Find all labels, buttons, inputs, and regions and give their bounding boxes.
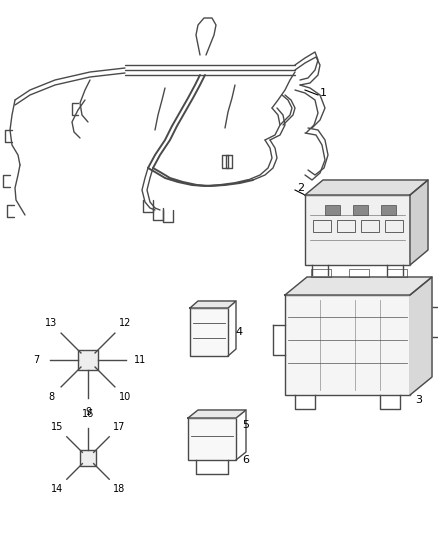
Bar (313, 220, 331, 232)
Text: 15: 15 (51, 422, 63, 432)
Polygon shape (410, 180, 428, 265)
Text: 14: 14 (51, 484, 63, 494)
Bar (188, 418, 236, 460)
Bar (361, 220, 379, 232)
Text: 9: 9 (85, 407, 91, 417)
Text: 8: 8 (48, 392, 54, 402)
Text: 18: 18 (113, 484, 125, 494)
Text: 13: 13 (45, 318, 57, 328)
Bar (78, 350, 98, 370)
Bar (325, 205, 340, 215)
Bar (381, 205, 396, 215)
Polygon shape (285, 277, 432, 295)
Bar (337, 220, 355, 232)
Bar (387, 269, 407, 277)
Polygon shape (190, 301, 236, 308)
Polygon shape (410, 277, 432, 395)
Polygon shape (305, 180, 428, 195)
Bar (305, 195, 410, 265)
Bar (80, 450, 96, 466)
Text: 1: 1 (320, 88, 327, 98)
Bar (285, 295, 410, 395)
Text: 6: 6 (242, 455, 249, 465)
Text: 3: 3 (415, 395, 422, 405)
Text: 11: 11 (134, 355, 146, 365)
Bar (311, 269, 331, 277)
Bar (349, 269, 369, 277)
Text: 16: 16 (82, 409, 94, 419)
Text: 4: 4 (235, 327, 242, 337)
Text: 2: 2 (297, 183, 304, 193)
Bar (190, 308, 228, 356)
Bar (353, 205, 368, 215)
Text: 10: 10 (119, 392, 131, 402)
Polygon shape (188, 410, 246, 418)
Bar (385, 220, 403, 232)
Text: 5: 5 (242, 420, 249, 430)
Text: 7: 7 (33, 355, 39, 365)
Text: 17: 17 (113, 422, 125, 432)
Text: 12: 12 (119, 318, 131, 328)
